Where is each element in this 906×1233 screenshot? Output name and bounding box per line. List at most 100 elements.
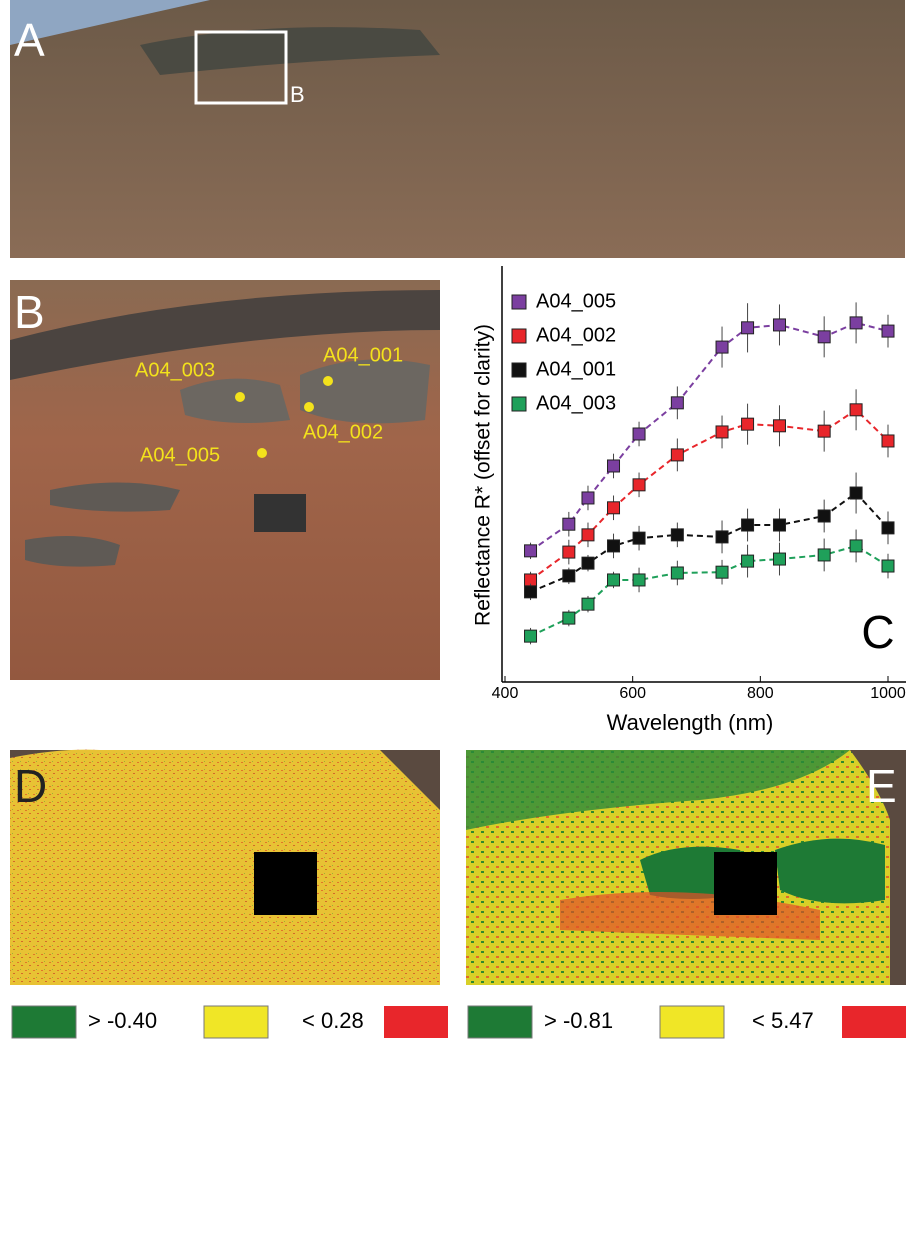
x-tick-label: 800 [747, 685, 774, 702]
photo-a [10, 0, 905, 258]
marker [716, 531, 728, 543]
x-tick-label: 1000 [870, 685, 906, 702]
marker [742, 418, 754, 430]
marker [563, 570, 575, 582]
panel-label: C [861, 606, 894, 658]
marker [525, 545, 537, 557]
panel-label: E [866, 760, 897, 812]
series-line [531, 493, 888, 592]
swatch [204, 1006, 268, 1038]
legend-e: > -0.81 < 5.47 [468, 1006, 906, 1038]
sample-label: A04_001 [323, 344, 403, 366]
marker [671, 397, 683, 409]
series-line [531, 323, 888, 551]
legend-d: > -0.40 < 0.28 [12, 1006, 448, 1038]
legend-label: A04_005 [536, 290, 616, 312]
color-chart [254, 494, 306, 532]
legend-swatch [512, 329, 526, 343]
marker [742, 555, 754, 567]
marker [818, 549, 830, 561]
inset-label: B [290, 82, 305, 107]
chart: C Wavelength (nm) Reflectance R* (offset… [472, 266, 906, 735]
swatch [842, 1006, 906, 1038]
marker [671, 449, 683, 461]
rock [25, 536, 120, 567]
marker [773, 553, 785, 565]
panel-label: B [14, 286, 45, 338]
marker [633, 479, 645, 491]
marker [773, 319, 785, 331]
marker [716, 566, 728, 578]
marker [671, 567, 683, 579]
sample-label: A04_003 [135, 359, 215, 381]
swatch [384, 1006, 448, 1038]
sample-label: A04_002 [303, 421, 383, 443]
sample-dot [323, 376, 333, 386]
marker [742, 519, 754, 531]
legend-label: > -0.81 [544, 1008, 613, 1033]
marker [525, 586, 537, 598]
marker [850, 540, 862, 552]
marker [582, 598, 594, 610]
mask [254, 852, 317, 915]
rock-region [775, 839, 885, 904]
sample-dot [257, 448, 267, 458]
page: B A B A04_003 A04_001 A04_002 A04_005 C … [0, 0, 906, 1233]
legend-label: > -0.40 [88, 1008, 157, 1033]
marker [582, 529, 594, 541]
legend-label: A04_002 [536, 324, 616, 346]
marker [850, 404, 862, 416]
marker [608, 460, 620, 472]
legend-label: < 5.47 [752, 1008, 814, 1033]
legend-swatch [512, 363, 526, 377]
marker [773, 519, 785, 531]
legend-label: A04_003 [536, 392, 616, 414]
rock [180, 379, 290, 423]
sample-dot [235, 392, 245, 402]
x-tick-label: 600 [619, 685, 646, 702]
marker [716, 426, 728, 438]
marker [633, 574, 645, 586]
marker [742, 322, 754, 334]
marker [582, 492, 594, 504]
figure: B A B A04_003 A04_001 A04_002 A04_005 C … [0, 0, 906, 1233]
panel-label: A [14, 14, 45, 66]
marker [818, 425, 830, 437]
marker [608, 502, 620, 514]
legend-label: A04_001 [536, 358, 616, 380]
marker [671, 529, 683, 541]
x-tick-label: 400 [492, 685, 519, 702]
legend-swatch [512, 397, 526, 411]
index-map-d [10, 750, 440, 985]
marker [850, 487, 862, 499]
legend-label: < 0.28 [302, 1008, 364, 1033]
marker [633, 428, 645, 440]
marker [582, 557, 594, 569]
marker [608, 574, 620, 586]
marker [563, 546, 575, 558]
marker [818, 331, 830, 343]
marker [563, 612, 575, 624]
legend-swatch [512, 295, 526, 309]
marker [818, 510, 830, 522]
marker [525, 630, 537, 642]
x-axis-label: Wavelength (nm) [607, 710, 774, 735]
marker [882, 435, 894, 447]
marker [882, 560, 894, 572]
y-axis-label: Reflectance R* (offset for clarity) [472, 324, 495, 626]
mask [714, 852, 777, 915]
marker [716, 341, 728, 353]
marker [633, 532, 645, 544]
marker [773, 420, 785, 432]
rock [300, 359, 430, 423]
marker [882, 325, 894, 337]
panel-label: D [14, 760, 47, 812]
marker [850, 317, 862, 329]
sample-label: A04_005 [140, 444, 220, 466]
sample-dot [304, 402, 314, 412]
swatch [660, 1006, 724, 1038]
rock [50, 483, 180, 512]
marker [882, 522, 894, 534]
swatch [12, 1006, 76, 1038]
marker [563, 518, 575, 530]
